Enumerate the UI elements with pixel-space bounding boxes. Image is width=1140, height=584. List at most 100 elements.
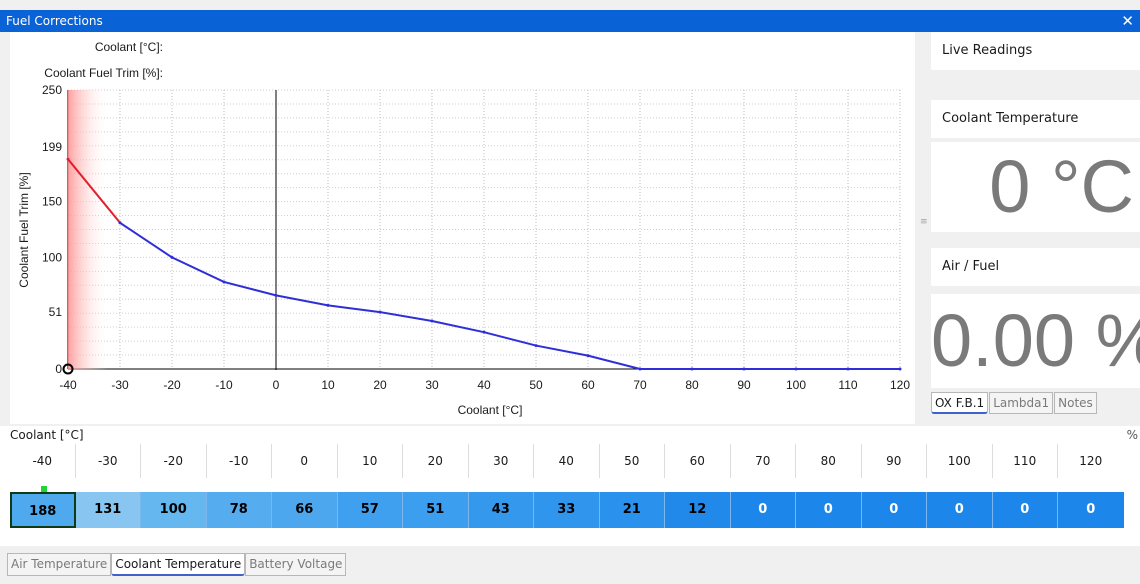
coolant-temperature-value: 0 °C: [931, 142, 1140, 232]
tab-coolant-temperature[interactable]: Coolant Temperature: [111, 553, 246, 576]
data-point[interactable]: [66, 157, 70, 161]
x-tick-label: -40: [59, 378, 77, 392]
x-tick-label: 40: [477, 378, 491, 392]
data-point[interactable]: [430, 319, 434, 323]
tab-lambda1[interactable]: Lambda1: [989, 392, 1054, 414]
table-header-cell: 120: [1079, 454, 1103, 468]
table-header-row: -40 -30 -20 -10 0 10 20 30 40 50 60 70 80 90 100 110 120: [10, 444, 1124, 478]
chart-x-axis-label: Coolant [°C]: [458, 403, 523, 417]
data-point[interactable]: [846, 367, 850, 371]
window-title: Fuel Corrections: [6, 14, 103, 28]
y-tick-label: 199: [42, 140, 62, 154]
x-tick-label: 100: [786, 378, 806, 392]
live-readings-panel: Live Readings Coolant Temperature 0 °C A…: [931, 32, 1140, 424]
table-header-cell: 30: [469, 444, 534, 478]
table-value-cell[interactable]: 51: [403, 492, 469, 528]
table-header-cell: 40: [534, 444, 600, 478]
data-point[interactable]: [378, 310, 382, 314]
tab-notes[interactable]: Notes: [1054, 392, 1097, 414]
air-fuel-value: 0.00 %: [931, 294, 1140, 388]
chart-grid: [67, 89, 901, 370]
table-header-cell: -20: [141, 444, 207, 478]
x-tick-label: -20: [163, 378, 181, 392]
hover-y-label: Coolant Fuel Trim [%]:: [44, 66, 163, 80]
table-value-cell[interactable]: 0: [796, 492, 862, 528]
data-point[interactable]: [794, 367, 798, 371]
x-tick-label: 10: [321, 378, 335, 392]
table-value-cell[interactable]: 0: [927, 492, 993, 528]
table-value-cell[interactable]: 78: [206, 492, 272, 528]
table-header-cell: -10: [207, 444, 272, 478]
data-point[interactable]: [898, 367, 902, 371]
selected-point-marker[interactable]: [62, 363, 74, 375]
table-value-cell[interactable]: 43: [468, 492, 534, 528]
y-tick-label: 250: [42, 83, 62, 97]
table-value-cell[interactable]: 33: [534, 492, 600, 528]
y-tick-label: 0: [55, 362, 62, 376]
trim-line-series: [119, 221, 900, 370]
fuel-trim-chart[interactable]: Coolant [°C]: Coolant Fuel Trim [%]: 0 51…: [10, 32, 915, 424]
data-point[interactable]: [690, 367, 694, 371]
x-tick-label: 30: [425, 378, 439, 392]
x-tick-label: 60: [581, 378, 595, 392]
x-tick-label: 0: [273, 378, 280, 392]
chart-svg[interactable]: Coolant [°C]: Coolant Fuel Trim [%]: 0 51…: [10, 32, 915, 424]
tab-air-temperature[interactable]: Air Temperature: [7, 553, 112, 576]
table-header-cell: 10: [338, 444, 403, 478]
table-value-cell[interactable]: 21: [599, 492, 665, 528]
data-point[interactable]: [274, 293, 278, 297]
window-titlebar: Fuel Corrections ✕: [0, 10, 1140, 32]
current-position-marker: [41, 486, 47, 492]
data-point[interactable]: [482, 330, 486, 334]
trim-line-highlight: [67, 158, 121, 224]
close-icon[interactable]: ✕: [1121, 12, 1134, 30]
table-value-cell[interactable]: 0: [730, 492, 796, 528]
correction-type-tabs: Air Temperature Coolant Temperature Batt…: [7, 553, 347, 576]
table-value-cell[interactable]: 0: [992, 492, 1058, 528]
table-header-cell: 50: [600, 444, 665, 478]
table-value-cell[interactable]: 57: [337, 492, 403, 528]
data-point[interactable]: [222, 280, 226, 284]
x-tick-label: 70: [633, 378, 647, 392]
x-tick-label: -10: [215, 378, 233, 392]
tab-ox-fb1[interactable]: OX F.B.1: [931, 392, 989, 414]
table-value-cell[interactable]: 0: [861, 492, 927, 528]
data-point[interactable]: [638, 367, 642, 371]
table-header-cell: 110: [993, 444, 1058, 478]
data-point[interactable]: [742, 367, 746, 371]
splitter-grip-icon[interactable]: ≡: [920, 217, 928, 227]
y-tick-label: 150: [42, 195, 62, 209]
chart-ticks: 0 51 100 150 199 250 -40 -30 -20 -10 0 10 20 30 40 50 60…: [42, 83, 910, 392]
chart-y-axis-label: Coolant Fuel Trim [%]: [17, 172, 31, 287]
data-point[interactable]: [118, 221, 122, 225]
x-tick-label: 120: [890, 378, 910, 392]
data-point[interactable]: [586, 354, 590, 358]
data-point[interactable]: [534, 344, 538, 348]
table-header-cell: 60: [665, 444, 731, 478]
table-value-cell[interactable]: 66: [272, 492, 338, 528]
tab-battery-voltage[interactable]: Battery Voltage: [245, 553, 347, 576]
table-header-cell: 80: [796, 444, 862, 478]
live-readings-title: Live Readings: [931, 32, 1140, 70]
table-value-cell[interactable]: 100: [141, 492, 207, 528]
panel-splitter[interactable]: ≡: [917, 32, 931, 424]
table-unit-label: %: [1126, 428, 1138, 442]
table-header-cell: 70: [731, 444, 796, 478]
data-point[interactable]: [170, 255, 174, 259]
y-tick-label: 100: [42, 250, 62, 264]
x-tick-label: 110: [838, 378, 857, 392]
table-value-cell[interactable]: 12: [665, 492, 731, 528]
table-value-cell[interactable]: 188: [10, 492, 76, 528]
x-tick-label: 90: [737, 378, 751, 392]
x-tick-label: 80: [685, 378, 699, 392]
data-point[interactable]: [326, 303, 330, 307]
coolant-temperature-label: Coolant Temperature: [931, 100, 1140, 138]
table-value-cell[interactable]: 0: [1058, 492, 1124, 528]
x-tick-label: -30: [111, 378, 129, 392]
table-header-cell: 100: [927, 444, 993, 478]
table-value-cell[interactable]: 131: [75, 492, 141, 528]
table-header-cell: 20: [403, 444, 469, 478]
table-axis-label: Coolant [°C]: [10, 428, 84, 442]
table-value-row: 188 131 100 78 66 57 51 43 33 21 12 0 0 0 0 0 0: [10, 492, 1124, 528]
